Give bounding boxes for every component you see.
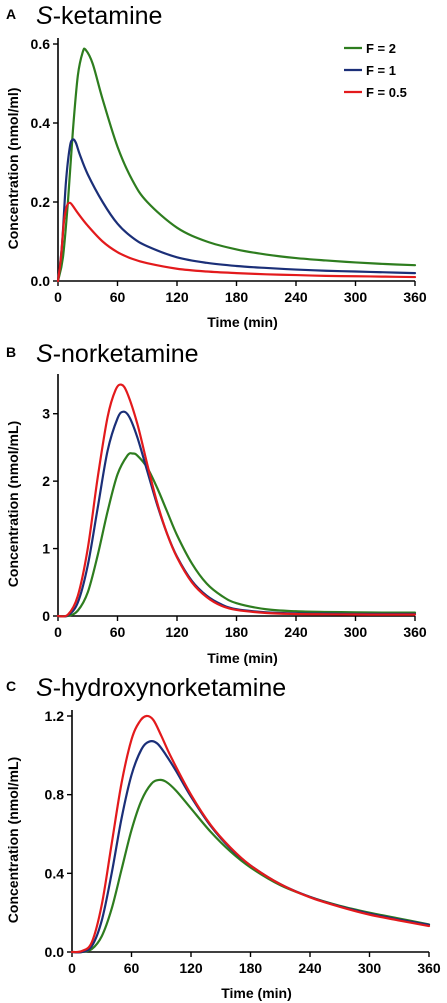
panel-title-prefix: S: [36, 674, 53, 702]
x-tick-label: 120: [179, 960, 203, 976]
series-line-f-0.5: [70, 714, 431, 954]
series-line-f-2: [56, 47, 417, 283]
panel-title-prefix: S: [36, 2, 53, 30]
x-tick-label: 300: [344, 289, 368, 305]
x-axis-title: Time (min): [207, 650, 278, 666]
y-tick-label: 0.4: [45, 865, 65, 881]
x-tick-label: 120: [165, 289, 189, 305]
x-tick-label: 60: [110, 289, 126, 305]
panel-letter-b: B: [6, 344, 16, 360]
x-tick-label: 240: [284, 289, 308, 305]
y-tick-label: 0.2: [31, 194, 51, 210]
x-axis-title: Time (min): [207, 314, 278, 330]
y-tick-label: 3: [42, 406, 50, 422]
x-tick-label: 0: [54, 289, 62, 305]
y-tick-label: 1: [42, 541, 50, 557]
x-tick-label: 240: [284, 624, 308, 640]
legend-label: F = 1: [366, 63, 396, 78]
panel-letter-a: A: [6, 6, 16, 22]
x-tick-label: 60: [124, 960, 140, 976]
y-tick-label: 0: [42, 608, 50, 624]
y-axis-title: Concentration (nmol/mL): [5, 421, 21, 587]
panel-letter-c: C: [6, 678, 16, 694]
panel-title-rest: -hydroxynorketamine: [53, 674, 286, 702]
legend-label: F = 2: [366, 41, 396, 56]
y-axis-title: Concentration (nmol/mL): [5, 757, 21, 923]
panel-title: S-ketamine: [36, 2, 162, 30]
x-tick-label: 300: [358, 960, 382, 976]
x-tick-label: 360: [403, 624, 427, 640]
y-tick-label: 2: [42, 473, 50, 489]
x-tick-label: 60: [110, 624, 126, 640]
x-tick-label: 180: [225, 624, 249, 640]
x-tick-label: 360: [403, 289, 427, 305]
series-line-f-2: [56, 452, 417, 618]
x-tick-label: 180: [225, 289, 249, 305]
x-tick-label: 240: [298, 960, 322, 976]
x-tick-label: 360: [417, 960, 441, 976]
series-line-f-1: [70, 740, 431, 954]
panel-title-rest: -ketamine: [53, 2, 163, 30]
x-tick-label: 0: [68, 960, 76, 976]
series-line-f-0.5: [56, 201, 417, 283]
legend-label: F = 0.5: [366, 85, 407, 100]
panel-title: S-hydroxynorketamine: [36, 674, 286, 702]
series-line-f-1: [56, 410, 417, 618]
x-tick-label: 300: [344, 624, 368, 640]
panel-title-rest: -norketamine: [53, 340, 199, 368]
x-tick-label: 120: [165, 624, 189, 640]
x-axis-title: Time (min): [221, 985, 292, 1001]
series-line-f-0.5: [56, 383, 417, 618]
panel-title: S-norketamine: [36, 340, 199, 368]
y-axis-title: Concentration (nmol/ml): [5, 88, 21, 250]
y-tick-label: 1.2: [45, 708, 65, 724]
x-tick-label: 180: [239, 960, 263, 976]
y-tick-label: 0.8: [45, 787, 65, 803]
panel-title-prefix: S: [36, 340, 53, 368]
x-tick-label: 0: [54, 624, 62, 640]
y-tick-label: 0.0: [45, 944, 65, 960]
series-line-f-1: [56, 138, 417, 283]
y-tick-label: 0.0: [31, 273, 51, 289]
y-tick-label: 0.6: [31, 36, 51, 52]
y-tick-label: 0.4: [31, 115, 51, 131]
